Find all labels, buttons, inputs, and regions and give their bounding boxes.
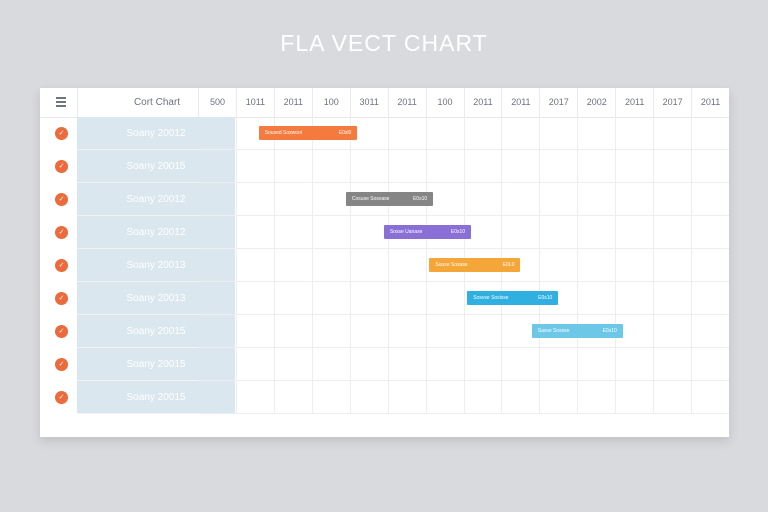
grid-line-vertical (615, 117, 617, 414)
grid-line-vertical (577, 117, 579, 414)
bar-value: E0sl0 (338, 130, 352, 136)
gantt-bar[interactable]: Sosvse Sosisse E0s10 (467, 291, 559, 305)
task-label: Soany 20015 (77, 150, 235, 183)
column-header: 2011 (615, 88, 653, 117)
task-label: Soany 20012 (77, 216, 235, 249)
grid-line-vertical (273, 117, 275, 414)
gantt-bar[interactable]: Cosuse Sosvase E0s10 (345, 192, 434, 206)
gantt-bar[interactable]: Suuse Sosase E0L0 (429, 258, 521, 272)
task-label: Soany 20013 (77, 249, 235, 282)
bar-label: Suuse Sosase (435, 262, 468, 268)
task-status-icon[interactable]: ✓ (55, 292, 68, 305)
grid-line-vertical (349, 117, 351, 414)
column-header: 2017 (539, 88, 577, 117)
task-row: ✓ Soany 20015 (40, 150, 729, 183)
task-row: ✓ Soany 20012 Sosse Uanase E0s10 (40, 216, 729, 249)
column-header: 2002 (577, 88, 615, 117)
column-header: 2017 (653, 88, 691, 117)
bar-label: Cosuse Sosvase (351, 196, 390, 202)
task-label: Soany 20015 (77, 315, 235, 348)
bar-label: Sasse Sossse (537, 328, 570, 334)
grid-line-vertical (387, 117, 389, 414)
header-row: Cort Chart (40, 88, 729, 118)
task-label: Soany 20012 (77, 183, 235, 216)
task-status-icon[interactable]: ✓ (55, 325, 68, 338)
task-label: Soany 20013 (77, 282, 235, 315)
column-header: 2011 (463, 88, 502, 117)
grid-line-horizontal (198, 281, 729, 282)
bar-label: Soused Soswool (264, 130, 302, 136)
grid-line-horizontal (198, 182, 729, 183)
column-header: 2011 (501, 88, 539, 117)
grid-line-horizontal (198, 149, 729, 150)
task-status-icon[interactable]: ✓ (55, 226, 68, 239)
column-header: 500 (198, 88, 236, 117)
grid-line-vertical (691, 117, 693, 414)
column-header: 100 (425, 88, 464, 117)
gantt-bar[interactable]: Soused Soswool E0sl0 (258, 126, 358, 140)
task-label: Soany 20015 (77, 348, 235, 381)
grid-line-vertical (235, 117, 237, 414)
task-status-icon[interactable]: ✓ (55, 127, 68, 140)
task-status-icon[interactable]: ✓ (55, 193, 68, 206)
gantt-bar[interactable]: Sosse Uanase E0s10 (383, 225, 472, 239)
bar-label: Sosse Uanase (389, 229, 423, 235)
task-row: ✓ Soany 20012 Cosuse Sosvase E0s10 (40, 183, 729, 216)
column-header: 100 (311, 88, 350, 117)
grid-line-horizontal (198, 314, 729, 315)
task-status-icon[interactable]: ✓ (55, 259, 68, 272)
task-label: Soany 20012 (77, 117, 235, 150)
task-row: ✓ Soany 20015 (40, 348, 729, 381)
task-status-icon[interactable]: ✓ (55, 160, 68, 173)
bar-value: E0s10 (412, 196, 428, 202)
gantt-card: Cort Chart 500 1011 2011 100 3011 2011 100 2011… (40, 88, 729, 437)
task-row: ✓ Soany 20013 Sosvse Sosisse E0s10 (40, 282, 729, 315)
task-status-icon[interactable]: ✓ (55, 391, 68, 404)
task-row: ✓ Soany 20015 (40, 381, 729, 414)
grid-line-horizontal (198, 380, 729, 381)
chart-title: FLA VECT CHART (280, 30, 488, 56)
bar-value: E0s10 (602, 328, 617, 334)
column-header: 2011 (273, 88, 312, 117)
grid-line-vertical (425, 117, 427, 414)
task-row: ✓ Soany 20012 Soused Soswool E0sl0 (40, 117, 729, 150)
column-header: 3011 (349, 88, 388, 117)
grid-line-horizontal (198, 347, 729, 348)
column-header: 2011 (691, 88, 729, 117)
task-row: ✓ Soany 20013 Suuse Sosase E0L0 (40, 249, 729, 282)
grid-line-horizontal (198, 248, 729, 249)
grid-line-horizontal (198, 413, 729, 414)
bar-value: E0s10 (450, 229, 466, 235)
bar-value: E0s10 (538, 295, 553, 301)
task-label: Soany 20015 (77, 381, 235, 414)
header-label: Cort Chart (77, 88, 236, 117)
task-row: ✓ Soany 20015 Sasse Sossse E0s10 (40, 315, 729, 348)
grid-line-horizontal (198, 215, 729, 216)
column-header: 1011 (235, 88, 274, 117)
column-header: 2011 (387, 88, 426, 117)
bar-label: Sosvse Sosisse (473, 295, 509, 301)
gantt-bar[interactable]: Sasse Sossse E0s10 (531, 324, 623, 338)
grid-line-vertical (653, 117, 655, 414)
task-status-icon[interactable]: ✓ (55, 358, 68, 371)
bar-value: E0L0 (502, 262, 515, 268)
grid-line-vertical (539, 117, 541, 414)
grid-line-vertical (311, 117, 313, 414)
menu-icon[interactable] (56, 97, 66, 107)
